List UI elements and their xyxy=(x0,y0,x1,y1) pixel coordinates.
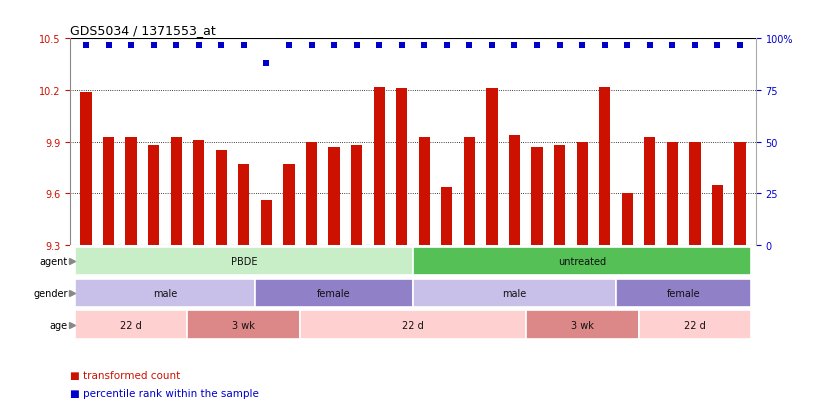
Point xyxy=(643,42,657,49)
Bar xyxy=(329,147,339,245)
Bar xyxy=(373,88,385,245)
Bar xyxy=(526,311,638,339)
Text: male: male xyxy=(153,288,177,298)
Point xyxy=(192,42,206,49)
Bar xyxy=(638,311,752,339)
Point xyxy=(79,42,93,49)
Bar xyxy=(103,137,114,245)
Bar xyxy=(238,165,249,245)
Bar xyxy=(300,311,526,339)
Text: ■ transformed count: ■ transformed count xyxy=(70,370,180,380)
Point xyxy=(237,42,250,49)
Bar xyxy=(74,279,255,307)
Text: age: age xyxy=(50,320,68,330)
Bar xyxy=(283,165,295,245)
Bar xyxy=(441,187,453,245)
Bar xyxy=(509,135,520,245)
Bar xyxy=(193,141,204,245)
Point xyxy=(282,42,296,49)
Point xyxy=(666,42,679,49)
Text: agent: agent xyxy=(40,256,68,266)
Text: 22 d: 22 d xyxy=(684,320,705,330)
Bar xyxy=(554,146,565,245)
Point xyxy=(508,42,521,49)
Point xyxy=(350,42,363,49)
Point xyxy=(169,42,183,49)
Bar xyxy=(126,137,137,245)
Point xyxy=(102,42,115,49)
Point xyxy=(598,42,611,49)
Bar xyxy=(74,311,188,339)
Text: PBDE: PBDE xyxy=(230,256,257,266)
Bar xyxy=(577,142,588,245)
Point xyxy=(576,42,589,49)
Text: 3 wk: 3 wk xyxy=(571,320,594,330)
Bar xyxy=(396,89,407,245)
Point xyxy=(530,42,544,49)
Text: GDS5034 / 1371553_at: GDS5034 / 1371553_at xyxy=(70,24,216,37)
Bar xyxy=(170,137,182,245)
Text: female: female xyxy=(667,288,700,298)
Text: untreated: untreated xyxy=(558,256,606,266)
Point xyxy=(486,42,499,49)
Bar xyxy=(216,151,227,245)
Text: female: female xyxy=(317,288,351,298)
Bar xyxy=(712,185,723,245)
Bar xyxy=(463,137,475,245)
Point xyxy=(688,42,701,49)
Text: 3 wk: 3 wk xyxy=(232,320,255,330)
Bar xyxy=(351,146,363,245)
Point xyxy=(711,42,724,49)
Point xyxy=(125,42,138,49)
Point xyxy=(418,42,431,49)
Bar xyxy=(306,142,317,245)
Bar xyxy=(261,201,272,245)
Point xyxy=(215,42,228,49)
Point xyxy=(373,42,386,49)
Point xyxy=(305,42,318,49)
Bar xyxy=(531,147,543,245)
Point xyxy=(327,42,340,49)
Point xyxy=(463,42,476,49)
Bar xyxy=(622,194,633,245)
Bar xyxy=(413,247,752,275)
Bar xyxy=(188,311,300,339)
Bar xyxy=(74,247,413,275)
Text: 22 d: 22 d xyxy=(121,320,142,330)
Point xyxy=(620,42,634,49)
Point xyxy=(395,42,408,49)
Point xyxy=(147,42,160,49)
Bar xyxy=(255,279,413,307)
Text: 22 d: 22 d xyxy=(402,320,424,330)
Point xyxy=(440,42,453,49)
Text: ■ percentile rank within the sample: ■ percentile rank within the sample xyxy=(70,388,259,398)
Bar xyxy=(80,93,92,245)
Bar xyxy=(413,279,616,307)
Bar xyxy=(487,89,497,245)
Point xyxy=(733,42,747,49)
Bar xyxy=(644,137,656,245)
Bar xyxy=(616,279,752,307)
Text: male: male xyxy=(502,288,527,298)
Bar xyxy=(667,142,678,245)
Point xyxy=(260,61,273,67)
Bar xyxy=(599,88,610,245)
Bar xyxy=(734,142,746,245)
Bar xyxy=(148,146,159,245)
Point xyxy=(553,42,566,49)
Bar xyxy=(419,137,430,245)
Text: gender: gender xyxy=(34,288,68,298)
Bar xyxy=(689,142,700,245)
